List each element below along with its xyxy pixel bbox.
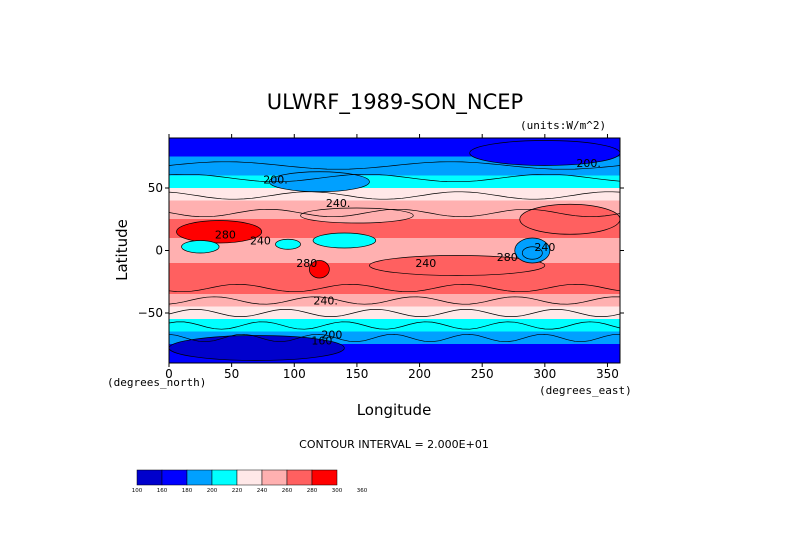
cold-feature — [521, 246, 543, 260]
y-unit-label: (degrees_north) — [107, 376, 206, 389]
colorbar: 100 160 180 200 220 240 260 280 300 360 — [132, 469, 368, 494]
x-tick-label: 0 — [165, 367, 173, 381]
colorbar-level-label: 360 — [357, 488, 368, 494]
colorbar-level-label: 260 — [282, 488, 293, 494]
warm-feature — [369, 255, 546, 276]
colorbar-swatch — [186, 469, 213, 486]
cold-feature — [312, 232, 377, 249]
y-axis-ticks: 50 0 −50 — [138, 181, 624, 320]
y-axis-label: Latitude — [113, 219, 131, 281]
contour-line — [169, 191, 620, 200]
colorbar-swatch — [311, 469, 338, 486]
contour-label: 280 — [215, 228, 236, 241]
colorbar-level-label: 280 — [307, 488, 318, 494]
colorbar-swatch — [161, 469, 188, 486]
contour-label: 200 — [321, 328, 342, 341]
units-label: (units:W/m^2) — [520, 119, 606, 132]
contour-line — [169, 173, 620, 183]
map-features — [169, 140, 620, 361]
x-tick-label: 150 — [345, 367, 368, 381]
x-axis-label: Longitude — [357, 401, 432, 419]
y-tick-label: 50 — [148, 181, 163, 195]
colorbar-level-label: 180 — [182, 488, 193, 494]
contour-line — [169, 333, 620, 343]
x-tick-label: 350 — [596, 367, 619, 381]
contour-line — [169, 161, 620, 170]
warm-feature — [308, 260, 330, 279]
contour-label: 240 — [250, 235, 271, 248]
warm-feature — [300, 207, 414, 224]
colorbar-level-label: 200 — [207, 488, 218, 494]
contour-line — [169, 309, 620, 317]
contour-line — [169, 208, 620, 218]
x-tick-label: 250 — [471, 367, 494, 381]
y-tick-label: −50 — [138, 306, 163, 320]
cold-feature — [181, 240, 220, 254]
x-tick-label: 50 — [224, 367, 239, 381]
warm-feature — [519, 203, 620, 235]
colorbar-level-label: 220 — [232, 488, 243, 494]
x-axis-ticks: 0 50 100 150 200 250 300 350 — [165, 134, 619, 381]
cold-feature — [275, 238, 301, 250]
colorbar-level-label: 300 — [332, 488, 343, 494]
colorbar-swatch — [286, 469, 313, 486]
contour-label: 200. — [263, 173, 288, 186]
y-tick-label: 0 — [155, 244, 163, 258]
x-tick-label: 200 — [408, 367, 431, 381]
contour-label: 240. — [313, 295, 338, 308]
colorbar-swatch — [236, 469, 263, 486]
contour-line — [169, 296, 620, 305]
x-tick-label: 100 — [283, 367, 306, 381]
contour-line — [169, 283, 620, 293]
x-tick-label: 300 — [533, 367, 556, 381]
contour-label: 160 — [311, 335, 332, 348]
contour-label: 280 — [296, 257, 317, 270]
contour-line — [169, 321, 620, 330]
contour-label: 280 — [497, 251, 518, 264]
x-unit-label: (degrees_east) — [539, 384, 632, 397]
colorbar-swatch — [136, 469, 163, 486]
colorbar-level-label: 240 — [257, 488, 268, 494]
colorbar-level-label: 160 — [157, 488, 168, 494]
colorbar-level-label: 100 — [132, 488, 143, 494]
colorbar-swatch — [211, 469, 238, 486]
contour-label: 240 — [415, 257, 436, 270]
contour-label: 240 — [534, 241, 555, 254]
contour-label: 240. — [326, 197, 351, 210]
chart-title: ULWRF_1989-SON_NCEP — [267, 90, 523, 115]
warm-feature — [176, 220, 263, 244]
contour-label: 200. — [576, 157, 601, 170]
contour-interval-note: CONTOUR INTERVAL = 2.000E+01 — [299, 438, 489, 451]
colorbar-swatch — [261, 469, 288, 486]
